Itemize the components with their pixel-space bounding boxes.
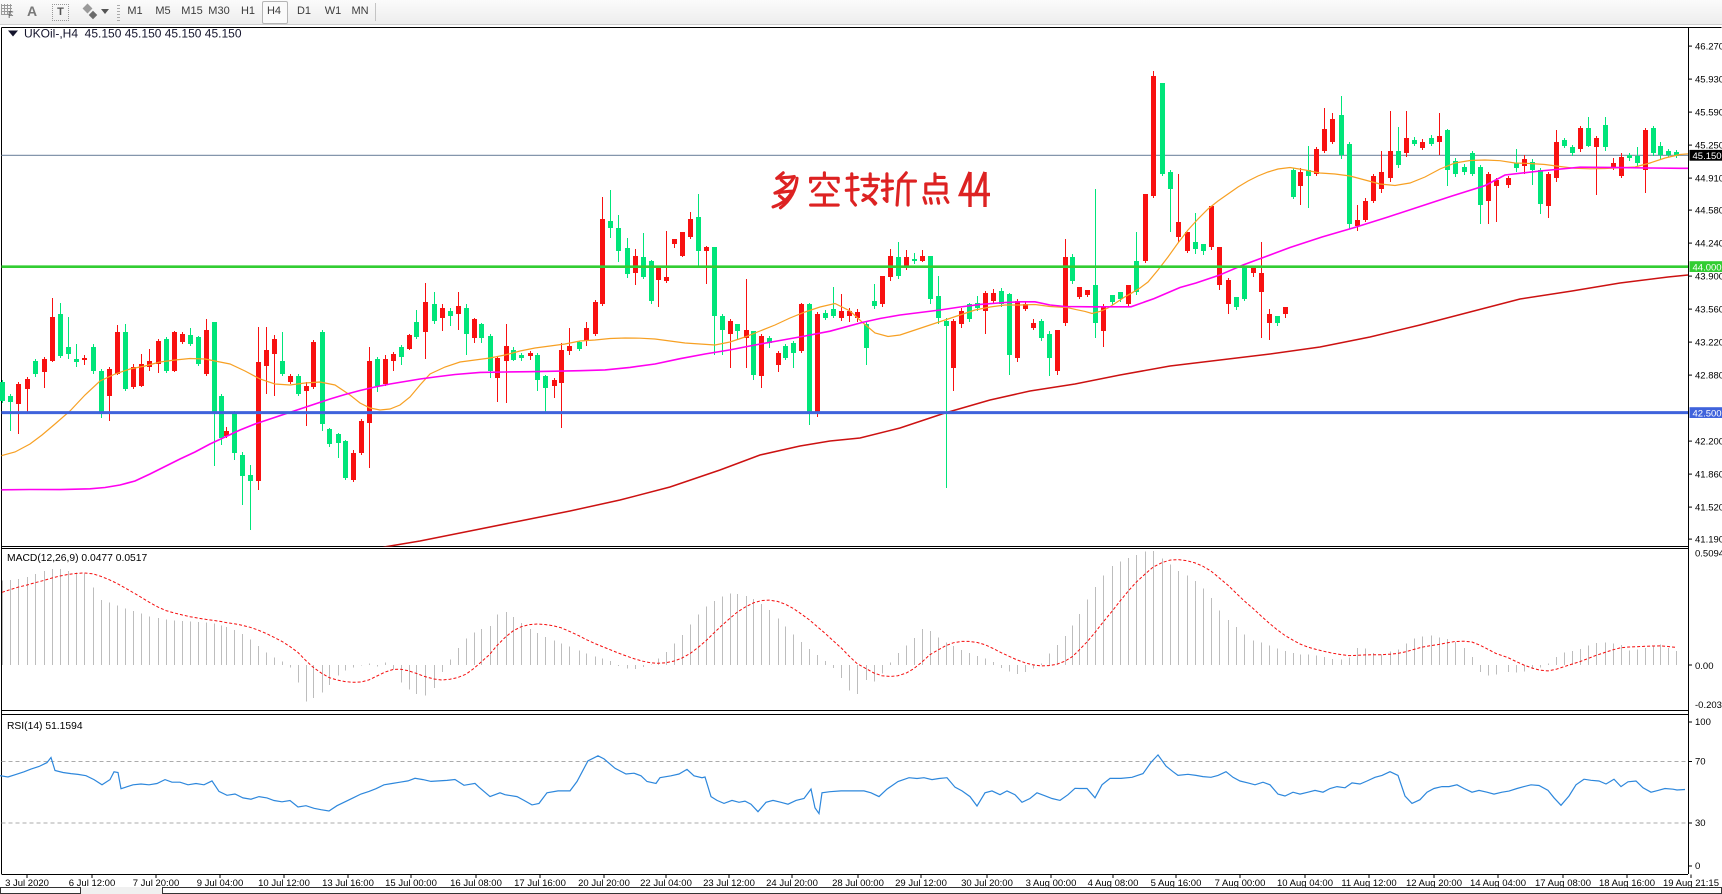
svg-text:11 Aug 12:00: 11 Aug 12:00	[1341, 878, 1396, 889]
svg-text:16 Jul 08:00: 16 Jul 08:00	[450, 878, 502, 889]
svg-text:42.200: 42.200	[1695, 437, 1722, 448]
svg-text:45.930: 45.930	[1695, 75, 1722, 86]
svg-text:45.150: 45.150	[1693, 151, 1722, 162]
svg-text:41.190: 41.190	[1695, 535, 1722, 546]
svg-text:-0.2032: -0.2032	[1695, 700, 1722, 711]
svg-text:43.560: 43.560	[1695, 305, 1722, 316]
svg-text:12 Aug 20:00: 12 Aug 20:00	[1406, 878, 1462, 889]
svg-text:44.580: 44.580	[1695, 206, 1722, 217]
svg-text:MACD(12,26,9) 0.0477 0.0517: MACD(12,26,9) 0.0477 0.0517	[7, 553, 148, 564]
svg-text:4 Aug 08:00: 4 Aug 08:00	[1088, 878, 1139, 889]
svg-text:5 Aug 16:00: 5 Aug 16:00	[1151, 878, 1202, 889]
svg-text:3 Jul 2020: 3 Jul 2020	[5, 878, 49, 889]
svg-text:100: 100	[1695, 717, 1711, 728]
svg-text:23 Jul 12:00: 23 Jul 12:00	[703, 878, 755, 889]
svg-text:41.520: 41.520	[1695, 503, 1722, 514]
svg-text:18 Aug 16:00: 18 Aug 16:00	[1599, 878, 1655, 889]
svg-text:44.910: 44.910	[1695, 174, 1722, 185]
svg-text:0.5094: 0.5094	[1695, 549, 1722, 560]
svg-text:30: 30	[1695, 818, 1706, 829]
svg-text:3 Aug 00:00: 3 Aug 00:00	[1026, 878, 1077, 889]
svg-text:22 Jul 04:00: 22 Jul 04:00	[640, 878, 692, 889]
svg-text:9 Jul 04:00: 9 Jul 04:00	[197, 878, 243, 889]
svg-text:28 Jul 00:00: 28 Jul 00:00	[832, 878, 884, 889]
svg-text:15 Jul 00:00: 15 Jul 00:00	[385, 878, 437, 889]
svg-text:45.250: 45.250	[1695, 141, 1722, 152]
svg-text:14 Aug 04:00: 14 Aug 04:00	[1470, 878, 1526, 889]
svg-text:17 Jul 16:00: 17 Jul 16:00	[514, 878, 566, 889]
svg-text:17 Aug 08:00: 17 Aug 08:00	[1535, 878, 1591, 889]
svg-text:45.590: 45.590	[1695, 108, 1722, 119]
svg-text:42.880: 42.880	[1695, 371, 1722, 382]
svg-text:10 Jul 12:00: 10 Jul 12:00	[258, 878, 310, 889]
svg-text:46.270: 46.270	[1695, 42, 1722, 53]
svg-text:0: 0	[1695, 861, 1700, 872]
svg-text:6 Jul 12:00: 6 Jul 12:00	[69, 878, 115, 889]
svg-text:29 Jul 12:00: 29 Jul 12:00	[895, 878, 947, 889]
svg-text:42.500: 42.500	[1693, 408, 1722, 419]
svg-text:0.00: 0.00	[1695, 661, 1714, 672]
svg-text:20 Jul 20:00: 20 Jul 20:00	[578, 878, 630, 889]
svg-text:44.240: 44.240	[1695, 239, 1722, 250]
svg-text:UKOil-,H4 45.150 45.150 45.15: UKOil-,H4 45.150 45.150 45.150 45.150	[24, 27, 242, 41]
svg-text:30 Jul 20:00: 30 Jul 20:00	[961, 878, 1013, 889]
svg-text:41.860: 41.860	[1695, 470, 1722, 481]
svg-text:10 Aug 04:00: 10 Aug 04:00	[1277, 878, 1333, 889]
svg-text:7 Aug 00:00: 7 Aug 00:00	[1215, 878, 1266, 889]
svg-text:13 Jul 16:00: 13 Jul 16:00	[322, 878, 374, 889]
svg-text:43.220: 43.220	[1695, 338, 1722, 349]
svg-text:19 Aug 21:15: 19 Aug 21:15	[1663, 878, 1719, 889]
svg-text:24 Jul 20:00: 24 Jul 20:00	[766, 878, 818, 889]
svg-text:44.000: 44.000	[1693, 262, 1722, 273]
svg-text:7 Jul 20:00: 7 Jul 20:00	[133, 878, 179, 889]
svg-text:43.900: 43.900	[1695, 272, 1722, 283]
svg-text:70: 70	[1695, 757, 1706, 768]
svg-text:RSI(14) 51.1594: RSI(14) 51.1594	[7, 721, 83, 732]
